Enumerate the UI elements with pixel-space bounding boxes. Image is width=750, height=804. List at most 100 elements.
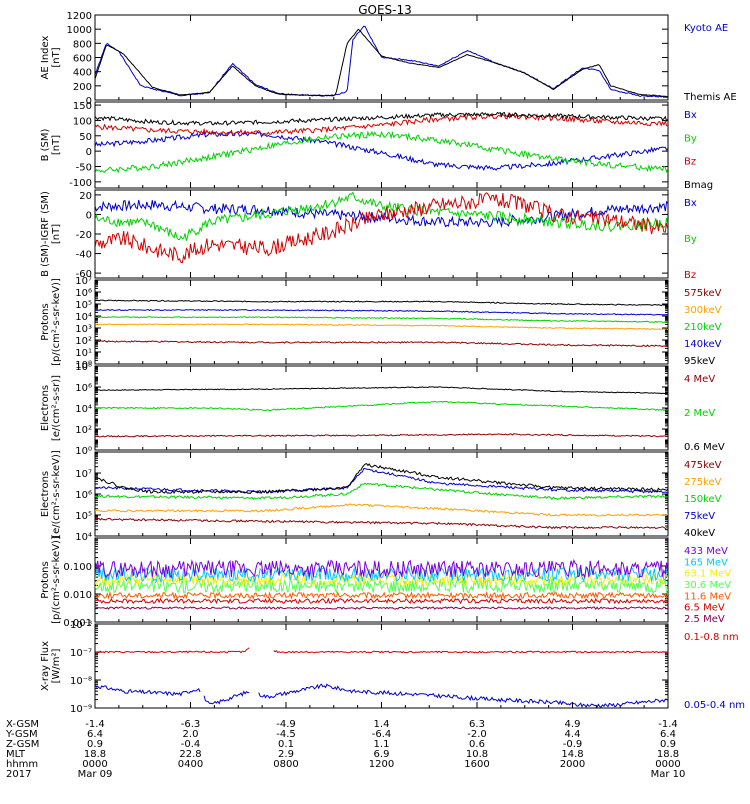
x-axis-tick-value: 14.8	[561, 749, 583, 760]
series-line-4-mev	[95, 433, 668, 438]
x-axis-tick-value: 0.6	[469, 739, 485, 750]
y-tick-label: 0	[86, 210, 92, 221]
y-axis-label: [nT]	[51, 224, 62, 244]
y-axis-label: [e/(cm²-s-sr)]	[51, 375, 62, 441]
x-axis-tick-value: Mar 09	[78, 769, 113, 780]
y-tick-label: 10⁰	[75, 446, 92, 457]
y-tick-label: 10²	[75, 425, 92, 436]
panel-1: 0 200 400 600 800 1000 1200 AE Index [nT] Kyoto A…	[40, 11, 737, 107]
legend-label-2-5-mev: 2.5 MeV	[684, 614, 725, 625]
legend-label-95kev: 95keV	[684, 356, 715, 367]
series-line-150kev	[95, 482, 668, 501]
legend-label-6-5-mev: 6.5 MeV	[684, 603, 725, 614]
y-axis-label: [W/m²]	[51, 648, 62, 683]
y-tick-label: 10⁸	[75, 362, 92, 373]
x-axis-tick-value: -0.9	[563, 739, 583, 750]
y-tick-label: 10⁷	[75, 469, 92, 480]
y-tick-label: 10⁻⁷	[70, 648, 92, 659]
y-axis-label: [p/(cm²-s-sr-keV)]	[51, 278, 62, 366]
legend-label-11-6-mev: 11.6 MeV	[684, 591, 731, 602]
y-axis-label: Protons	[40, 561, 51, 598]
y-tick-label: 0.100	[63, 562, 92, 573]
y-tick-label: 0	[86, 96, 92, 107]
series-line-11-6-mev	[95, 590, 668, 600]
x-axis-row-label: MLT	[6, 749, 26, 760]
legend-label-0-05-0-4-nm: 0.05-0.4 nm	[684, 700, 745, 711]
x-axis-tick-value: 1600	[464, 759, 489, 770]
x-axis-tick-value: 0000	[82, 759, 107, 770]
legend-label-2-mev: 2 MeV	[684, 408, 715, 419]
x-axis-tick-value: 6.9	[374, 749, 390, 760]
panel-7: 0.001 0.010 0.100 Protons [p/(cm²-s-sr-keV)]…	[40, 536, 731, 629]
x-axis-tick-value: 1.1	[374, 739, 390, 750]
panel-8: 10⁻⁹ 10⁻⁸ 10⁻⁷ 10⁻⁸ X-ray Flux [W/m²] 0.1-0.8 …	[40, 620, 745, 715]
series-group	[95, 386, 668, 438]
y-tick-label: 10⁵	[75, 300, 92, 311]
y-tick-label: 10⁴	[75, 404, 92, 415]
legend-label-210kev: 210keV	[684, 322, 722, 333]
legend-label-by: By	[684, 133, 697, 144]
y-axis-label: Electrons	[40, 385, 51, 431]
x-axis-tick-value: -0.4	[181, 739, 201, 750]
y-tick-label: 10⁷	[75, 276, 92, 287]
y-axis-label: B (SM)-IGRF (SM)	[40, 191, 51, 277]
legend-label-0-6-mev: 0.6 MeV	[684, 442, 725, 453]
legend-label-140kev: 140keV	[684, 339, 722, 350]
panel-6: 10⁴ 10⁵ 10⁶ 10⁷ Electrons [e/(cm²-s-sr-keV)] 4…	[40, 450, 722, 543]
series-group	[95, 191, 668, 264]
series-line-95kev	[95, 299, 668, 307]
x-axis-row-label: hhmm	[6, 759, 38, 770]
x-axis-tick-value: 0.9	[660, 739, 676, 750]
x-axis-tick-value: 1200	[369, 759, 394, 770]
series-line-40kev	[95, 462, 668, 495]
legend-label-300kev: 300keV	[684, 305, 722, 316]
y-axis-label: [nT]	[51, 47, 62, 67]
series-line-475kev	[95, 517, 668, 530]
series-line-210kev	[95, 316, 668, 323]
y-tick-label: 20	[79, 191, 92, 202]
x-axis-tick-value: 18.8	[84, 749, 106, 760]
x-axis-tick-value: 2000	[560, 759, 585, 770]
legend-label-63-1-mev: 63.1 MeV	[684, 569, 731, 580]
x-axis-tick-value: 6.4	[660, 729, 676, 740]
y-axis-label: X-ray Flux	[40, 641, 51, 691]
x-axis-row-label: Y-GSM	[5, 729, 38, 740]
y-axis-label: [nT]	[51, 135, 62, 155]
x-axis-tick-value: 22.8	[179, 749, 201, 760]
x-axis-tick-value: 6.4	[87, 729, 103, 740]
legend-label-75kev: 75keV	[684, 511, 715, 522]
y-tick-label: 1000	[67, 25, 92, 36]
series-line-0-05-0-4-nm	[95, 683, 668, 708]
legend-label-40kev: 40keV	[684, 528, 715, 539]
legend-label-bx: Bx	[684, 110, 697, 121]
plot-title: GOES-13	[358, 3, 412, 17]
y-tick-label: 200	[73, 82, 92, 93]
series-line-6-5-mev	[95, 597, 668, 605]
y-tick-label: 10⁴	[75, 532, 92, 543]
series-group	[95, 558, 668, 610]
legend-label-4-mev: 4 MeV	[684, 374, 715, 385]
x-axis-tick-value: 2.9	[278, 749, 294, 760]
y-tick-label: -20	[76, 230, 92, 241]
x-axis-row-label: 2017	[6, 769, 31, 780]
legend-label-themis-ae: Themis AE	[683, 92, 737, 103]
x-axis-tick-value: 18.8	[657, 749, 679, 760]
series-line-275kev	[95, 503, 668, 517]
series-line-2-5-mev	[95, 606, 668, 610]
y-tick-label: 800	[73, 39, 92, 50]
y-tick-label: 10⁴	[75, 312, 92, 323]
series-line-75kev	[95, 467, 668, 494]
y-tick-label: 10⁻⁹	[70, 704, 92, 715]
x-axis-tick-value: 0.9	[87, 739, 103, 750]
series-group	[95, 25, 668, 98]
x-axis-row-label: X-GSM	[6, 719, 39, 730]
legend-label-275kev: 275keV	[684, 477, 722, 488]
x-axis-tick-value: 6.3	[469, 719, 485, 730]
series-line-575kev	[95, 339, 668, 348]
series-group	[95, 462, 668, 530]
x-axis-tick-value: 0400	[178, 759, 203, 770]
y-axis-label: [p/(cm²-s-sr-keV)]	[51, 536, 62, 624]
